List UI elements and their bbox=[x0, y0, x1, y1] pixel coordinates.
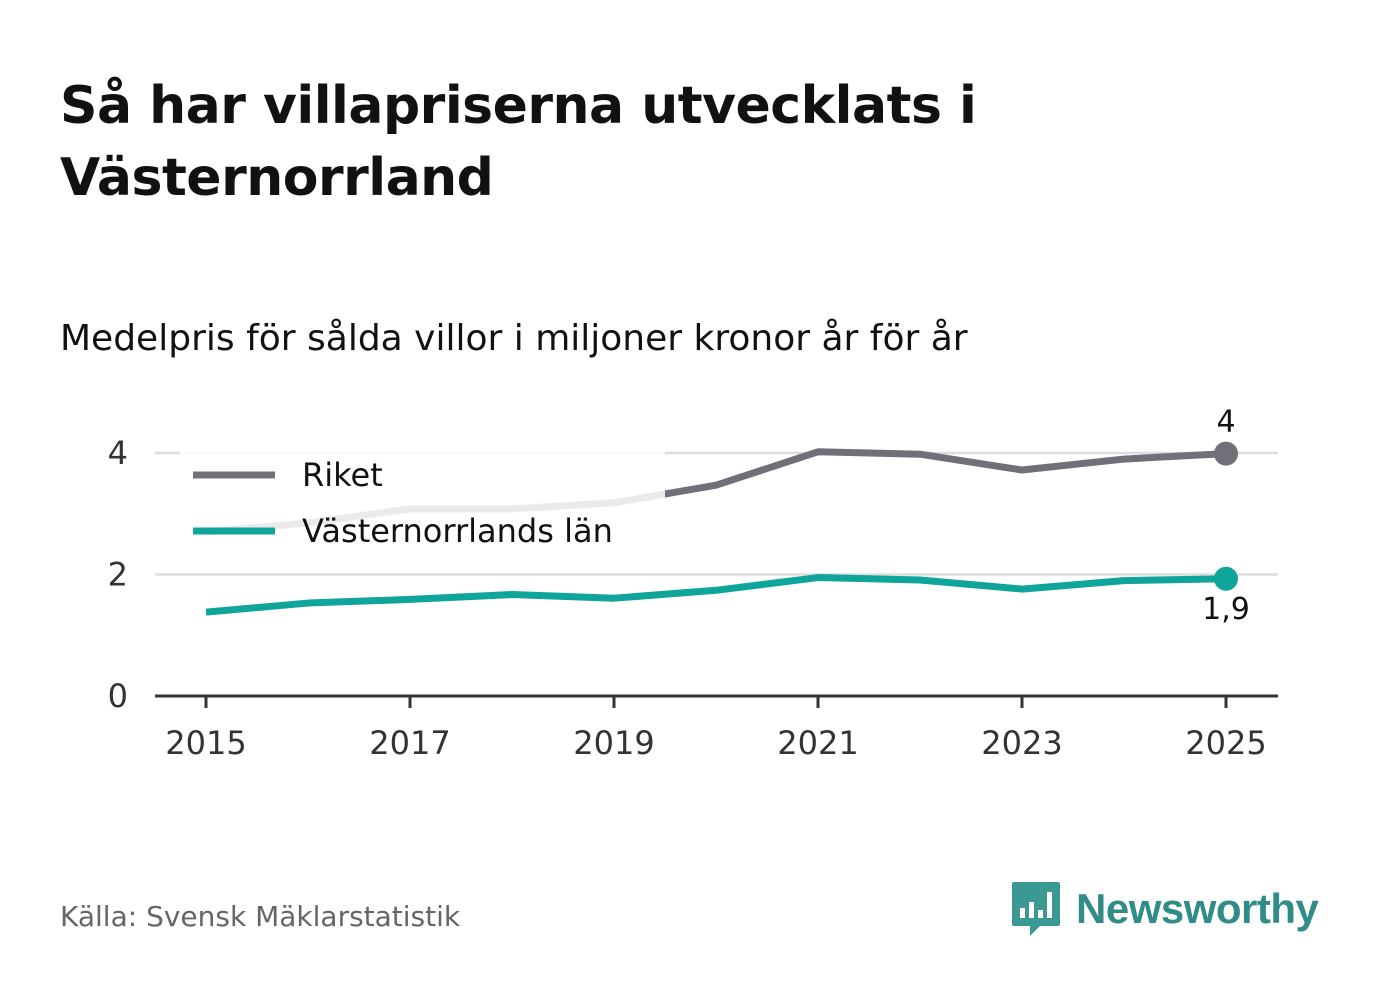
end-label-lan: 1,9 bbox=[1202, 592, 1250, 627]
brand-name: Newsworthy bbox=[1076, 885, 1319, 932]
end-label-riket: 4 bbox=[1216, 405, 1235, 440]
x-tick-label: 2025 bbox=[1185, 724, 1266, 762]
y-tick-label: 2 bbox=[108, 556, 128, 594]
series-end-point-lan bbox=[1214, 566, 1238, 591]
line-chart: 0 2 4 2015 2017 2019 2021 2023 2025 Riket Västerno… bbox=[108, 405, 1278, 762]
legend-label-riket: Riket bbox=[302, 456, 383, 494]
chart-subtitle: Medelpris för sålda villor i miljoner kr… bbox=[60, 318, 968, 359]
legend-label-lan: Västernorrlands län bbox=[302, 512, 613, 550]
y-tick-label: 4 bbox=[108, 434, 128, 472]
y-tick-label: 0 bbox=[108, 677, 128, 715]
x-tick-label: 2019 bbox=[573, 724, 654, 762]
chart-title: Så har villapriserna utvecklats i Väster… bbox=[60, 76, 977, 208]
legend-background bbox=[180, 448, 665, 568]
series-line-lan bbox=[205, 574, 1227, 616]
x-tick-label: 2021 bbox=[777, 724, 858, 762]
brand-logo-group: Newsworthy bbox=[1010, 880, 1319, 938]
source-note: Källa: Svensk Mäklarstatistik bbox=[60, 900, 461, 933]
series-end-point-riket bbox=[1214, 441, 1238, 466]
x-tick-label: 2015 bbox=[165, 724, 246, 762]
x-tick-label: 2023 bbox=[981, 724, 1062, 762]
x-tick-label: 2017 bbox=[369, 724, 450, 762]
newsworthy-logo-icon bbox=[1012, 882, 1060, 936]
